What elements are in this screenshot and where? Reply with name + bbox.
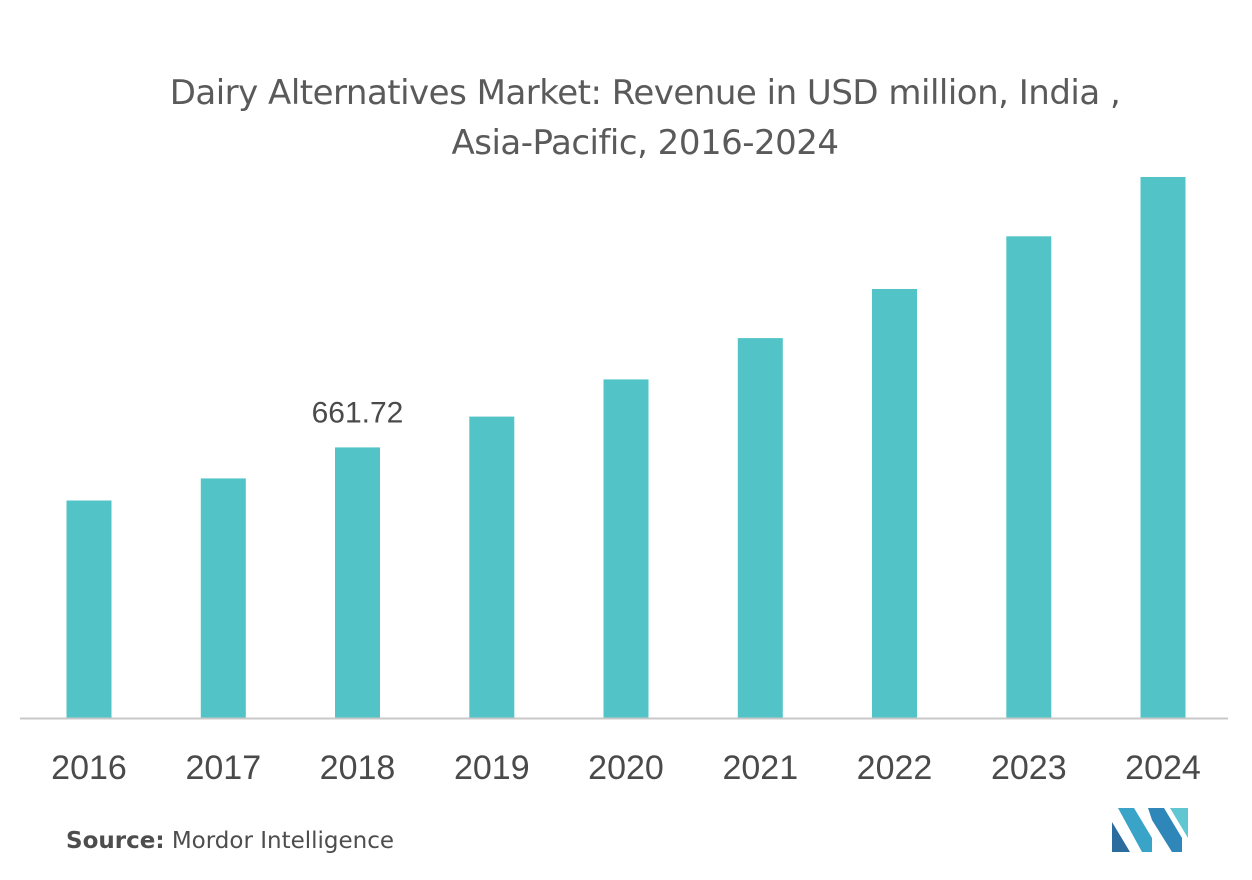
x-tick-label-2019: 2019 <box>454 749 530 787</box>
x-tick-label-2022: 2022 <box>857 749 933 787</box>
bar-2017 <box>200 478 246 718</box>
mordor-intelligence-logo-icon <box>1112 808 1188 852</box>
bar-2018 <box>335 447 380 718</box>
chart-title: Dairy Alternatives Market: Revenue in US… <box>110 68 1180 168</box>
x-tick-label-2021: 2021 <box>722 749 798 787</box>
source-note: Source: Mordor Intelligence <box>66 828 394 854</box>
bar-2020 <box>603 379 649 718</box>
chart-title-line-2: Asia-Pacific, 2016-2024 <box>451 123 839 163</box>
x-tick-label-2018: 2018 <box>320 749 396 787</box>
bar-2021 <box>737 338 783 718</box>
logo-shape-mid-right <box>1148 808 1182 852</box>
x-tick-label-2017: 2017 <box>185 749 261 787</box>
bar-2022 <box>872 289 917 718</box>
bar-2023 <box>1006 236 1052 719</box>
x-tick-label-2020: 2020 <box>588 749 664 787</box>
logo-shape-right <box>1170 808 1188 838</box>
x-tick-label-2023: 2023 <box>991 749 1067 787</box>
chart-title-line-1: Dairy Alternatives Market: Revenue in US… <box>169 73 1121 113</box>
x-tick-label-2024: 2024 <box>1125 749 1201 787</box>
source-label: Source: <box>66 828 165 854</box>
bar-2024 <box>1140 177 1186 718</box>
source-text: Mordor Intelligence <box>171 828 395 854</box>
data-label-2018: 661.72 <box>312 396 404 429</box>
logo-shape-left <box>1112 822 1130 852</box>
logo-shape-mid-left <box>1118 808 1152 852</box>
x-tick-label-2016: 2016 <box>51 749 127 787</box>
bar-2019 <box>469 416 515 718</box>
bar-2016 <box>66 500 112 718</box>
